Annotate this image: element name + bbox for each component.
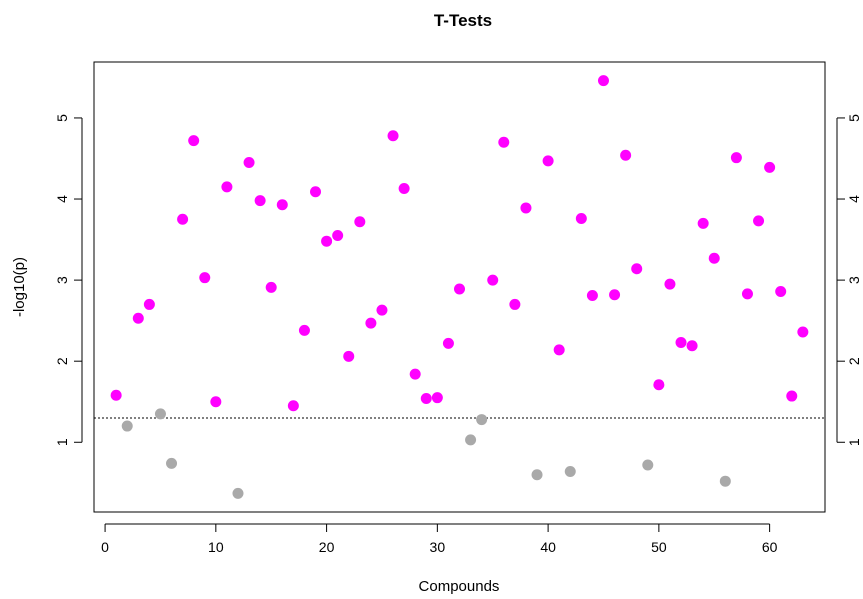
- significant-point: [708, 252, 720, 264]
- significant-point: [221, 181, 233, 193]
- significant-point: [753, 215, 765, 227]
- nonsignificant-point: [642, 459, 654, 471]
- x-tick-label: 30: [430, 539, 446, 555]
- x-axis-label: Compounds: [419, 578, 500, 595]
- significant-point: [797, 326, 809, 338]
- y-right-tick-label: 2: [846, 357, 862, 365]
- significant-point: [287, 400, 299, 412]
- y-right-tick-label: 3: [846, 276, 862, 284]
- significant-point: [332, 230, 344, 242]
- significant-point: [442, 337, 454, 349]
- x-tick-label: 0: [101, 539, 109, 555]
- x-tick-label: 40: [540, 539, 556, 555]
- chart-title: T-Tests: [434, 11, 492, 30]
- significant-point: [775, 285, 787, 297]
- significant-point: [298, 324, 310, 336]
- nonsignificant-point: [564, 465, 576, 477]
- significant-point: [764, 161, 776, 173]
- nonsignificant-point: [166, 457, 178, 469]
- y-tick-label: 3: [54, 276, 70, 284]
- significant-point: [631, 263, 643, 275]
- x-tick-label: 60: [762, 539, 778, 555]
- significant-point: [243, 157, 255, 169]
- nonsignificant-point: [465, 434, 477, 446]
- significant-point: [254, 195, 266, 207]
- significant-point: [398, 182, 410, 194]
- significant-point: [365, 317, 377, 329]
- significant-point: [498, 136, 510, 148]
- significant-point: [730, 152, 742, 164]
- significant-point: [487, 274, 499, 286]
- significant-point: [276, 199, 288, 211]
- significant-point: [686, 340, 698, 352]
- significant-point: [575, 212, 587, 224]
- nonsignificant-point: [121, 420, 133, 432]
- y-right-tick-label: 4: [846, 195, 862, 203]
- significant-point: [620, 149, 632, 161]
- significant-point: [509, 298, 521, 310]
- nonsignificant-point: [232, 487, 244, 499]
- significant-point: [354, 216, 366, 228]
- significant-point: [132, 312, 144, 324]
- nonsignificant-point: [476, 414, 488, 426]
- y-axis-label: -log10(p): [11, 257, 28, 317]
- significant-point: [664, 278, 676, 290]
- y-tick-label: 5: [54, 114, 70, 122]
- significant-point: [553, 344, 565, 356]
- significant-point: [609, 289, 621, 301]
- x-tick-label: 20: [319, 539, 335, 555]
- significant-point: [454, 283, 465, 295]
- significant-point: [110, 389, 122, 401]
- significant-point: [143, 298, 155, 310]
- y-right-tick-label: 1: [846, 438, 862, 446]
- nonsignificant-point: [531, 469, 543, 481]
- significant-point: [431, 392, 443, 404]
- significant-point: [321, 235, 333, 247]
- significant-point: [310, 186, 322, 198]
- plot-frame: [93, 61, 826, 513]
- data-points: [110, 75, 809, 499]
- significant-point: [210, 396, 222, 408]
- significant-point: [177, 213, 189, 225]
- y-tick-label: 4: [54, 195, 70, 203]
- significant-point: [741, 288, 753, 300]
- x-axis: 0 10 20 30 40 50 60: [101, 523, 778, 555]
- significant-point: [265, 281, 277, 293]
- significant-point: [697, 217, 709, 229]
- significant-point: [409, 368, 421, 380]
- significant-point: [376, 304, 388, 316]
- y-right-tick-label: 5: [846, 114, 862, 122]
- significant-point: [542, 155, 554, 167]
- significant-point: [520, 202, 532, 214]
- significant-point: [586, 290, 598, 302]
- y-tick-label: 1: [54, 438, 70, 446]
- y-axis-left: 1 2 3 4 5: [54, 114, 83, 446]
- x-tick-label: 50: [651, 539, 667, 555]
- significant-point: [786, 390, 798, 402]
- significant-point: [188, 135, 200, 147]
- significant-point: [653, 379, 665, 391]
- y-axis-right: 1 2 3 4 5: [836, 114, 862, 446]
- significant-point: [387, 130, 399, 142]
- nonsignificant-point: [154, 408, 166, 420]
- nonsignificant-point: [719, 475, 731, 487]
- y-tick-label: 2: [54, 357, 70, 365]
- significant-point: [420, 392, 432, 404]
- significant-point: [597, 75, 609, 87]
- significant-point: [675, 337, 687, 349]
- significant-point: [199, 272, 211, 284]
- significant-point: [343, 350, 355, 362]
- x-tick-label: 10: [208, 539, 224, 555]
